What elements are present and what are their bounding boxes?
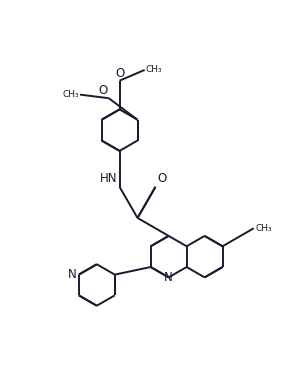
Text: O: O [98, 84, 108, 97]
Text: O: O [115, 67, 124, 80]
Text: O: O [158, 172, 167, 185]
Text: N: N [68, 268, 77, 281]
Text: CH₃: CH₃ [146, 65, 162, 74]
Text: HN: HN [100, 172, 117, 185]
Text: CH₃: CH₃ [62, 90, 79, 99]
Text: CH₃: CH₃ [256, 224, 272, 233]
Text: N: N [164, 271, 173, 284]
